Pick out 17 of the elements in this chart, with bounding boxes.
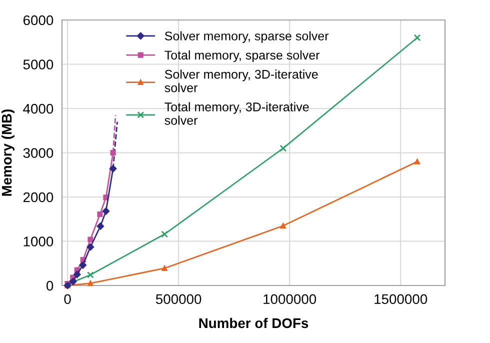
- x-axis-title: Number of DOFs: [199, 318, 308, 328]
- legend-label: Solver memory, 3D-iterative solver: [164, 70, 318, 92]
- y-tick-label: 6000: [23, 15, 54, 26]
- legend-label: Total memory, sparse solver: [164, 50, 320, 62]
- x-tick-label: 1000000: [264, 294, 316, 304]
- y-tick-label: 0: [46, 280, 54, 291]
- y-axis-title: Memory (MB): [1, 109, 14, 196]
- legend-label: Solver memory, sparse solver: [164, 31, 329, 43]
- y-tick-label: 4000: [23, 104, 54, 114]
- y-tick-label: 5000: [23, 60, 54, 70]
- y-tick-label: 1000: [24, 236, 54, 246]
- x-tick-label: 500000: [156, 294, 202, 304]
- x-tick-label: 1500000: [374, 294, 428, 304]
- y-tick-label: 2000: [23, 192, 54, 202]
- legend-label: Total memory, 3D-iterative solver: [164, 102, 309, 125]
- y-tick-label: 3000: [23, 148, 54, 158]
- x-tick-label: 0: [64, 294, 71, 304]
